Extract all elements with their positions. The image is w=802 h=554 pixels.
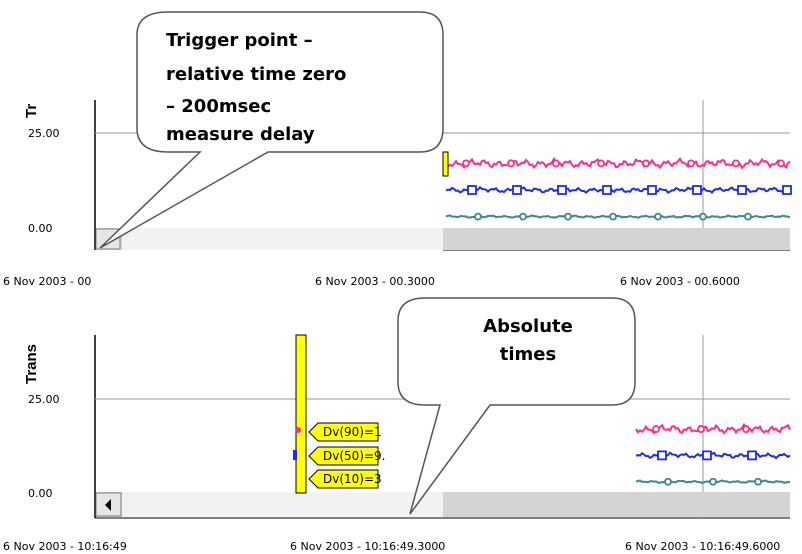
- cursor-label-dv50: Dv(50)=9.: [308, 446, 385, 466]
- top-series-marker-1: [647, 185, 657, 195]
- bottom-callout-bubble: [397, 297, 636, 515]
- cursor-label-dv10-text: Dv(10)=3: [323, 472, 382, 486]
- top-series-marker-2: [519, 212, 527, 221]
- top-series-marker-2: [699, 212, 707, 221]
- bottom-series-marker-0: [652, 425, 660, 433]
- top-series-group: [445, 157, 792, 221]
- bottom-callout-line-2: times: [500, 344, 556, 365]
- top-xtick-2: 6 Nov 2003 - 00.6000: [620, 275, 740, 288]
- bottom-series-marker-1: [657, 450, 667, 461]
- top-series-marker-1: [782, 185, 792, 195]
- bottom-ytick-25: 25.00: [28, 393, 60, 406]
- bottom-series-marker-2: [709, 477, 717, 486]
- top-series-marker-1: [602, 185, 612, 195]
- top-callout-line-3: – 200msec: [166, 96, 271, 117]
- top-series-marker-1: [467, 185, 477, 195]
- top-callout-line-2: relative time zero: [166, 64, 346, 85]
- top-series-marker-2: [744, 212, 752, 221]
- top-y-axis-label: Tr: [23, 104, 40, 118]
- top-callout-line-1: Trigger point –: [166, 30, 313, 51]
- bottom-cursor-marker-pink: [295, 427, 301, 433]
- bottom-chart: Dv(90)=1 Dv(50)=9. Dv(10)=3 Trans 25.00 …: [3, 297, 791, 553]
- top-callout-line-4: measure delay: [166, 124, 315, 145]
- bottom-scrollbar-gap: [122, 492, 443, 517]
- top-series-line-2: [445, 214, 791, 219]
- top-ytick-0: 0.00: [28, 222, 53, 235]
- top-series-marker-1: [512, 185, 522, 195]
- top-series-marker-0: [507, 159, 515, 168]
- top-series-marker-0: [597, 159, 605, 168]
- top-series-marker-0: [777, 159, 785, 168]
- bottom-cursor-bar[interactable]: [295, 334, 307, 494]
- bottom-series-marker-2: [664, 477, 672, 486]
- bottom-callout-line-1: Absolute: [483, 316, 573, 337]
- bottom-series-marker-1: [747, 450, 757, 461]
- cursor-label-dv90: Dv(90)=1: [308, 422, 382, 442]
- top-scrollbar-gap: [122, 228, 443, 250]
- bottom-series-line-0: [635, 422, 791, 435]
- bottom-cursor-marker-blue: [293, 450, 297, 460]
- top-series-marker-1: [557, 185, 567, 195]
- cursor-label-dv10: Dv(10)=3: [308, 469, 382, 489]
- top-series-marker-0: [642, 159, 650, 168]
- bottom-series-marker-2: [754, 477, 762, 486]
- top-xtick-1: 6 Nov 2003 - 00.3000: [315, 275, 435, 288]
- top-chart: Tr 25.00 0.00 6 Nov 2003 - 00 6 Nov 2003…: [3, 11, 792, 288]
- bottom-scrollbar-left-arrow-icon: [105, 499, 111, 511]
- top-series-marker-1: [737, 185, 747, 195]
- bottom-series-group: [635, 422, 791, 486]
- top-series-marker-1: [692, 185, 702, 195]
- bottom-ytick-0: 0.00: [28, 487, 53, 500]
- top-series-marker-2: [609, 212, 617, 221]
- bottom-series-marker-0: [697, 425, 705, 433]
- bottom-xtick-1: 6 Nov 2003 - 10:16:49.3000: [290, 540, 445, 553]
- cursor-label-dv90-text: Dv(90)=1: [323, 425, 382, 439]
- top-series-marker-0: [732, 159, 740, 168]
- top-ytick-25: 25.00: [28, 127, 60, 140]
- bottom-series-marker-0: [742, 425, 750, 433]
- top-xtick-0: 6 Nov 2003 - 00: [3, 275, 91, 288]
- top-series-marker-0: [687, 159, 695, 168]
- top-series-marker-2: [654, 212, 662, 221]
- bottom-y-axis-label: Trans: [23, 344, 40, 384]
- cursor-label-dv50-text: Dv(50)=9.: [323, 449, 385, 463]
- top-series-marker-0: [462, 159, 470, 168]
- top-series-marker-2: [474, 212, 482, 221]
- bottom-xtick-2: 6 Nov 2003 - 10:16:49.6000: [625, 540, 780, 553]
- top-series-marker-0: [552, 159, 560, 168]
- bottom-xtick-0: 6 Nov 2003 - 10:16:49: [3, 540, 127, 553]
- top-callout-bubble: [99, 11, 444, 249]
- top-series-marker-2: [564, 212, 572, 221]
- top-cursor-fragment: [442, 151, 449, 177]
- top-series-line-1: [445, 185, 791, 195]
- bottom-series-marker-1: [702, 450, 712, 461]
